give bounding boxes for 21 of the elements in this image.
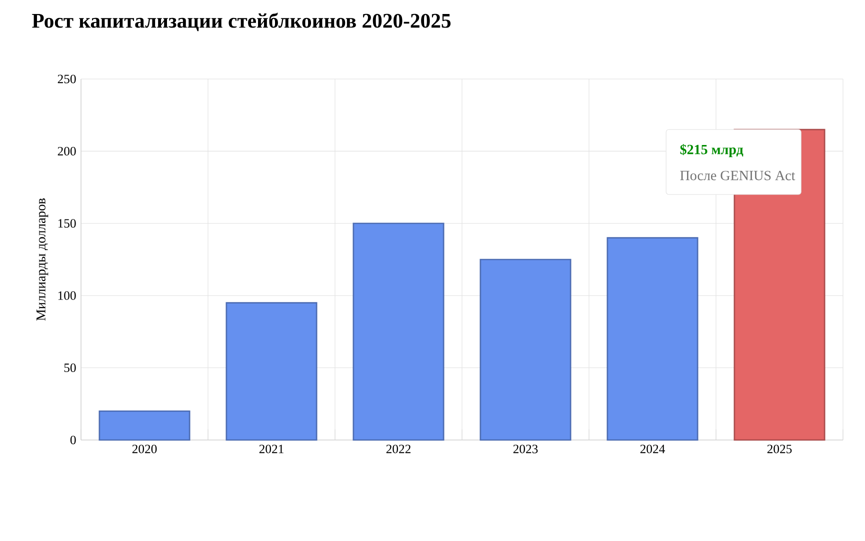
x-tick-label: 2024 [640,444,665,454]
bar [98,410,190,441]
x-tick-label: 2022 [386,444,410,454]
y-tick-label: 0 [70,436,76,444]
annotation: $215 млрд [680,144,744,158]
bar [226,302,318,441]
y-tick-label: 250 [58,74,76,84]
y-tick-label: 50 [64,364,76,372]
bar [352,222,444,441]
y-tick-label: 200 [58,146,76,156]
annotation: После GENIUS Act [680,170,796,180]
x-tick-label: 2021 [259,444,284,454]
chart-title: Рост капитализации стейблкоинов 2020-2025 [32,12,451,32]
bar [480,258,572,441]
bar [606,237,698,441]
x-tick-label: 2020 [132,444,157,454]
y-tick-label: 150 [58,219,76,228]
x-tick-label: 2023 [513,444,538,454]
x-tick-label: 2025 [767,444,792,454]
y-tick-label: 100 [58,291,76,300]
y-axis-title: Миллиарды долларов [36,198,48,321]
